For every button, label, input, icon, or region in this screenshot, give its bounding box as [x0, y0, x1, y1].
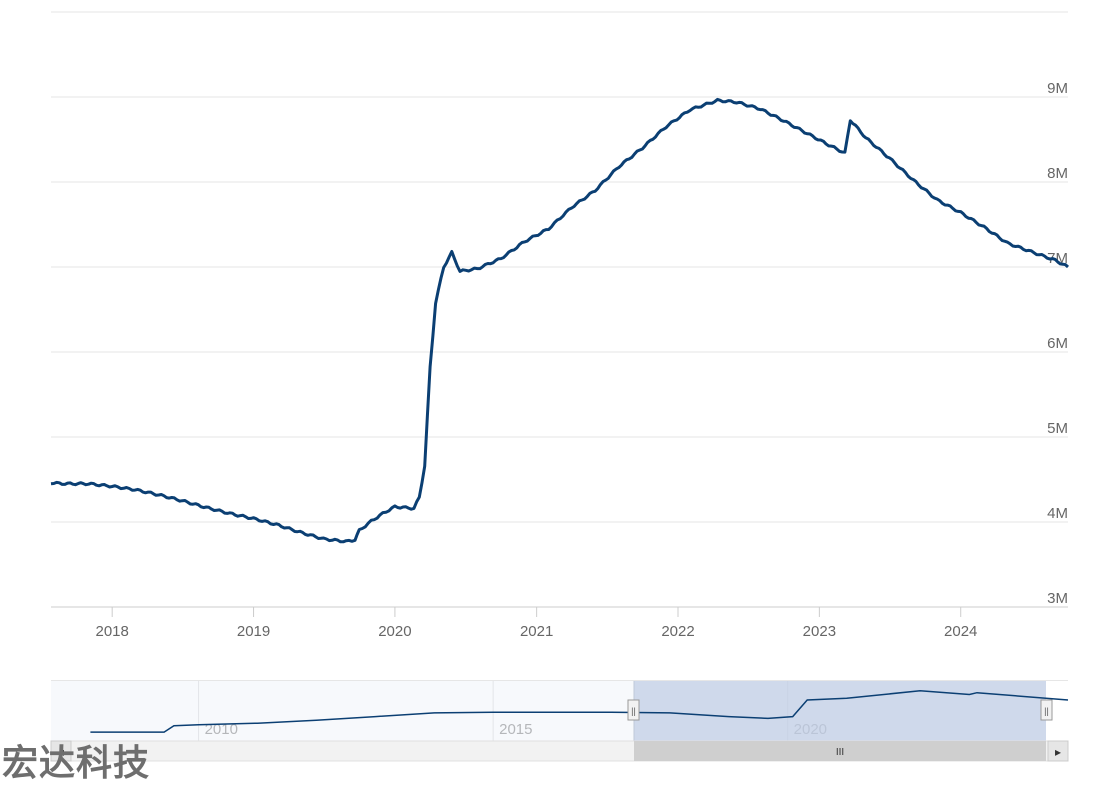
scrollbar-right-button[interactable] [1047, 740, 1069, 762]
y-tick-label: 8M [1047, 165, 1068, 182]
navigator-tick-label: 2010 [205, 721, 238, 738]
scrollbar-left-button[interactable] [50, 740, 72, 762]
navigator-handle-left[interactable]: || [627, 699, 640, 721]
navigator-series-line [90, 690, 1069, 733]
y-tick-label: 5M [1047, 420, 1068, 437]
scrollbar-thumb-grip: III [836, 747, 844, 758]
x-tick-label: 2020 [378, 623, 411, 640]
watermark-logo: 宏达科技 [2, 743, 151, 784]
navigator-mask-left [51, 681, 634, 741]
y-tick-label: 6M [1047, 335, 1068, 352]
x-tick-label: 2023 [803, 623, 836, 640]
navigator-tick-label: 2015 [499, 721, 532, 738]
x-tick-label: 2022 [661, 623, 694, 640]
x-tick-label: 2018 [96, 623, 129, 640]
y-tick-label: 9M [1047, 80, 1068, 97]
grid-lines [51, 11, 1068, 523]
navigator-handle-left-grip: || [631, 706, 636, 716]
navigator-handle-right[interactable]: || [1040, 699, 1053, 721]
scroll-right-arrow-icon: ▸ [1055, 745, 1061, 759]
x-tick-label: 2019 [237, 623, 270, 640]
x-tick-label: 2024 [944, 623, 977, 640]
navigator[interactable]: 201020152020 || || [51, 680, 1069, 741]
navigator-handle-right-grip: || [1044, 706, 1049, 716]
series-line [50, 97, 1070, 544]
y-tick-label: 4M [1047, 505, 1068, 522]
y-tick-label: 3M [1047, 590, 1068, 607]
navigator-selected-range[interactable] [634, 681, 1046, 741]
x-tick-label: 2021 [520, 623, 553, 640]
scrollbar-thumb[interactable] [634, 741, 1046, 761]
x-axis-ticks: 2018 2019 2020 2021 2022 2023 2024 [96, 607, 977, 640]
scroll-left-arrow-icon: ◂ [58, 745, 64, 759]
scrollbar[interactable]: III ◂ ▸ [50, 740, 1069, 762]
